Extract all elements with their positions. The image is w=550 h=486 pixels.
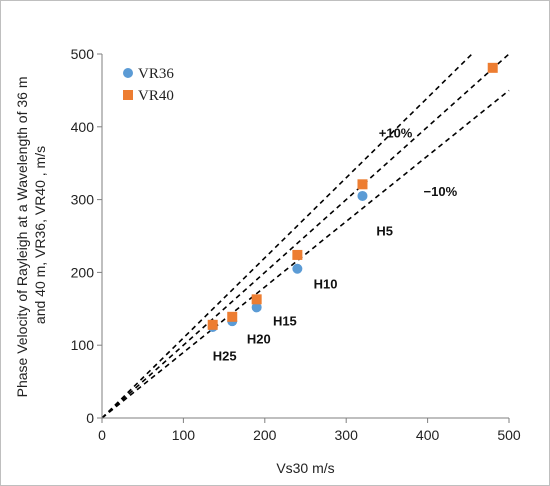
data-points bbox=[207, 62, 498, 332]
legend-marker-vr36 bbox=[123, 68, 133, 78]
reference-lines bbox=[101, 53, 510, 419]
y-axis-label-line-2: and 40 m, VR36, VR40 , m/s bbox=[32, 146, 48, 324]
y-tick-label: 300 bbox=[71, 192, 95, 208]
legend: VR36 VR40 bbox=[123, 66, 174, 104]
point-vr36 bbox=[251, 302, 262, 313]
x-axis-label: Vs30 m/s bbox=[276, 460, 334, 476]
y-tick-label: 100 bbox=[71, 337, 95, 353]
y-tick-label: 200 bbox=[71, 264, 95, 280]
x-tick-label: 100 bbox=[172, 427, 196, 443]
point-vr40 bbox=[227, 311, 238, 322]
annotation-label: H5 bbox=[376, 223, 393, 238]
reference-line-2 bbox=[101, 53, 510, 419]
point-vr40 bbox=[292, 249, 303, 260]
y-tick-label: 500 bbox=[71, 46, 95, 62]
annotation-label: H20 bbox=[247, 332, 271, 347]
annotation-label: −10% bbox=[424, 184, 458, 199]
x-tick-label: 500 bbox=[497, 427, 521, 443]
point-vr36 bbox=[357, 190, 368, 201]
y-axis-label-line-1: Phase Velocity of Rayleigh at a Waveleng… bbox=[14, 77, 30, 398]
y-tick-label: 400 bbox=[71, 119, 95, 135]
x-tick-label: 300 bbox=[335, 427, 359, 443]
x-tick-label: 200 bbox=[253, 427, 277, 443]
annotation-label: H10 bbox=[314, 276, 338, 291]
y-tick-label: 0 bbox=[86, 410, 94, 426]
legend-label-vr40: VR40 bbox=[138, 88, 174, 104]
x-tick-label: 0 bbox=[98, 427, 106, 443]
reference-line-1 bbox=[101, 53, 473, 419]
point-vr36 bbox=[292, 263, 303, 274]
x-tick-label: 400 bbox=[416, 427, 440, 443]
legend-marker-vr40 bbox=[123, 90, 133, 100]
tick-labels: 0 100 200 300 400 500 0 100 200 300 400 500 bbox=[71, 46, 521, 443]
point-vr40 bbox=[251, 294, 262, 305]
reference-line-3 bbox=[101, 89, 510, 419]
point-vr40 bbox=[357, 179, 368, 190]
annotation-label: H15 bbox=[273, 314, 297, 329]
annotation-label: +10% bbox=[379, 126, 413, 141]
legend-label-vr36: VR36 bbox=[138, 66, 174, 82]
point-vr40 bbox=[487, 62, 498, 73]
point-vr40 bbox=[207, 319, 218, 330]
axes bbox=[101, 54, 509, 419]
y-axis-label: Phase Velocity of Rayleigh at a Waveleng… bbox=[14, 73, 48, 398]
annotation-label: H25 bbox=[213, 348, 237, 363]
